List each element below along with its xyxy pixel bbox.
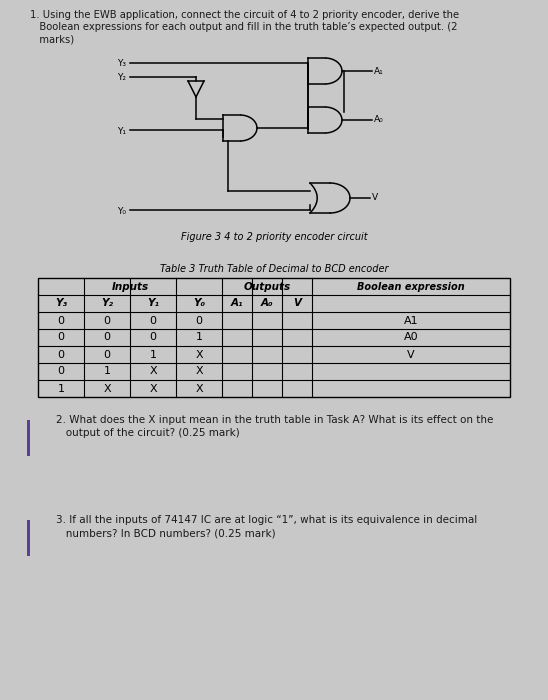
Text: Y₁: Y₁: [147, 298, 159, 309]
Text: A1: A1: [404, 316, 418, 326]
Text: V: V: [293, 298, 301, 309]
Text: Y₂: Y₂: [117, 74, 126, 83]
Text: Y₂: Y₂: [101, 298, 113, 309]
Text: Y₀: Y₀: [117, 206, 126, 216]
Text: X: X: [195, 349, 203, 360]
Text: Boolean expression: Boolean expression: [357, 281, 465, 291]
Text: Inputs: Inputs: [111, 281, 149, 291]
Text: 0: 0: [104, 332, 111, 342]
Text: Y₃: Y₃: [117, 60, 126, 69]
Text: 1: 1: [150, 349, 157, 360]
Text: V: V: [372, 193, 378, 202]
Text: X: X: [195, 384, 203, 393]
Text: X: X: [149, 367, 157, 377]
Text: A₀: A₀: [261, 298, 273, 309]
Text: marks): marks): [30, 34, 74, 44]
Text: X: X: [195, 367, 203, 377]
Text: 0: 0: [58, 367, 65, 377]
Bar: [27, 420, 30, 456]
Text: A₁: A₁: [231, 298, 243, 309]
Text: Y₁: Y₁: [117, 127, 126, 136]
Text: A₁: A₁: [374, 66, 384, 76]
Text: numbers? In BCD numbers? (0.25 mark): numbers? In BCD numbers? (0.25 mark): [56, 528, 276, 538]
Text: V: V: [407, 349, 415, 360]
Text: 0: 0: [58, 316, 65, 326]
Text: 0: 0: [104, 316, 111, 326]
Text: X: X: [103, 384, 111, 393]
Text: 1: 1: [104, 367, 111, 377]
Text: 1. Using the EWB application, connect the circuit of 4 to 2 priority encoder, de: 1. Using the EWB application, connect th…: [30, 10, 459, 20]
Bar: [27, 520, 30, 556]
Text: Y₀: Y₀: [193, 298, 205, 309]
Text: 3. If all the inputs of 74147 IC are at logic “1”, what is its equivalence in de: 3. If all the inputs of 74147 IC are at …: [56, 515, 477, 525]
Text: 2. What does the X input mean in the truth table in Task A? What is its effect o: 2. What does the X input mean in the tru…: [56, 415, 493, 425]
Text: Outputs: Outputs: [243, 281, 290, 291]
Text: A₀: A₀: [374, 116, 384, 125]
Text: 0: 0: [196, 316, 203, 326]
Text: 0: 0: [104, 349, 111, 360]
Text: Table 3 Truth Table of Decimal to BCD encoder: Table 3 Truth Table of Decimal to BCD en…: [160, 264, 388, 274]
Bar: [38, 278, 510, 397]
Text: A0: A0: [404, 332, 418, 342]
Text: 1: 1: [58, 384, 65, 393]
Text: 1: 1: [196, 332, 203, 342]
Text: output of the circuit? (0.25 mark): output of the circuit? (0.25 mark): [56, 428, 240, 438]
Text: Figure 3 4 to 2 priority encoder circuit: Figure 3 4 to 2 priority encoder circuit: [181, 232, 367, 242]
Text: X: X: [149, 384, 157, 393]
Text: 0: 0: [150, 332, 157, 342]
Text: 0: 0: [58, 349, 65, 360]
Text: Y₃: Y₃: [55, 298, 67, 309]
Text: 0: 0: [58, 332, 65, 342]
Text: Boolean expressions for each output and fill in the truth table’s expected outpu: Boolean expressions for each output and …: [30, 22, 458, 32]
Text: 0: 0: [150, 316, 157, 326]
